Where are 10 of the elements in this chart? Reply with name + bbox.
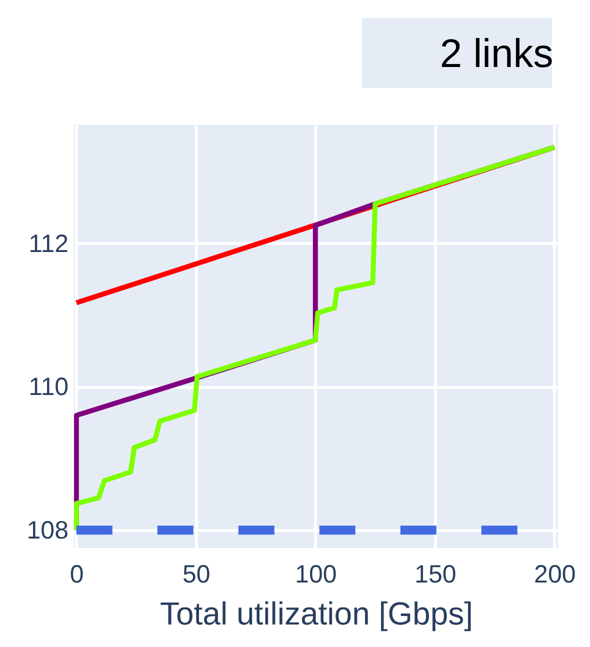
x-tick-label: 50 bbox=[182, 560, 210, 588]
x-tick-label: 150 bbox=[414, 560, 456, 588]
x-tick-label: 200 bbox=[534, 560, 576, 588]
y-tick-label: 110 bbox=[28, 373, 68, 402]
x-tick-label: 0 bbox=[70, 560, 84, 588]
x-axis-title: Total utilization [Gbps] bbox=[160, 596, 474, 632]
y-tick-label: 108 bbox=[26, 516, 68, 545]
y-tick-label: 112 bbox=[28, 230, 68, 258]
x-tick-label: 100 bbox=[295, 560, 337, 588]
chart-title: 2 links bbox=[440, 32, 554, 76]
